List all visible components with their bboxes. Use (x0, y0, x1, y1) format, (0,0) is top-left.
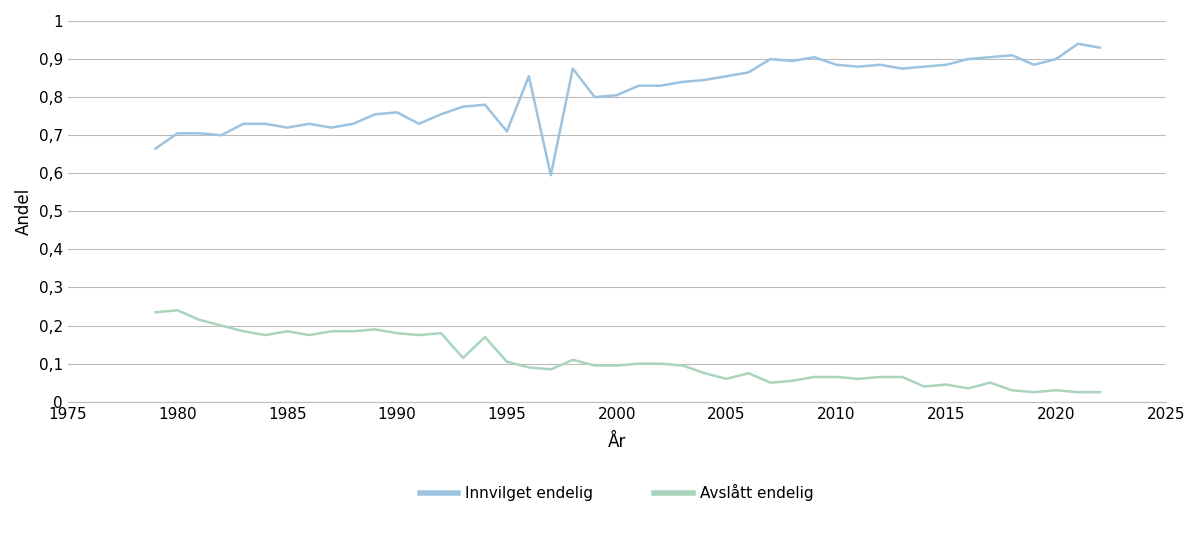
Innvilget endelig (236, 120, 251, 127)
Avslått endelig (1027, 389, 1042, 396)
Avslått endelig (851, 376, 865, 382)
Avslått endelig (983, 380, 997, 386)
Innvilget endelig (938, 61, 953, 68)
Avslått endelig (302, 331, 317, 338)
Innvilget endelig (961, 56, 976, 63)
Innvilget endelig (368, 111, 383, 117)
Avslått endelig (170, 307, 185, 314)
Avslått endelig (412, 331, 426, 338)
Innvilget endelig (808, 54, 822, 60)
Innvilget endelig (676, 79, 690, 86)
Innvilget endelig (742, 69, 756, 76)
Innvilget endelig (258, 120, 272, 127)
Innvilget endelig (917, 63, 931, 70)
Innvilget endelig (1093, 44, 1108, 51)
Innvilget endelig (697, 77, 712, 83)
Avslått endelig (1049, 387, 1063, 394)
Innvilget endelig (654, 82, 668, 89)
Innvilget endelig (390, 109, 404, 116)
Legend: Innvilget endelig, Avslått endelig: Innvilget endelig, Avslått endelig (413, 478, 820, 507)
Innvilget endelig (499, 128, 514, 135)
Innvilget endelig (895, 65, 910, 72)
Innvilget endelig (785, 58, 799, 64)
Innvilget endelig (565, 65, 580, 72)
Avslått endelig (763, 380, 778, 386)
Avslått endelig (368, 326, 383, 333)
Avslått endelig (895, 373, 910, 380)
Innvilget endelig (324, 124, 338, 131)
Avslått endelig (456, 354, 470, 361)
Avslått endelig (346, 328, 360, 335)
Avslått endelig (434, 330, 449, 337)
Innvilget endelig (1027, 61, 1042, 68)
Avslått endelig (544, 366, 558, 373)
X-axis label: År: År (607, 433, 626, 451)
Avslått endelig (522, 364, 536, 371)
Avslått endelig (192, 316, 206, 323)
Y-axis label: Andel: Andel (14, 188, 34, 235)
Avslått endelig (829, 373, 844, 380)
Innvilget endelig (829, 61, 844, 68)
Innvilget endelig (192, 130, 206, 136)
Innvilget endelig (874, 61, 888, 68)
Innvilget endelig (588, 94, 602, 101)
Innvilget endelig (610, 92, 624, 98)
Innvilget endelig (1004, 52, 1019, 59)
Avslått endelig (236, 328, 251, 335)
Avslått endelig (478, 334, 492, 340)
Avslått endelig (1070, 389, 1085, 396)
Avslått endelig (499, 358, 514, 365)
Innvilget endelig (149, 145, 163, 152)
Avslått endelig (961, 385, 976, 392)
Innvilget endelig (983, 54, 997, 60)
Innvilget endelig (631, 82, 646, 89)
Avslått endelig (874, 373, 888, 380)
Avslått endelig (610, 362, 624, 369)
Avslått endelig (742, 370, 756, 377)
Avslått endelig (697, 370, 712, 377)
Avslått endelig (785, 377, 799, 384)
Avslått endelig (631, 360, 646, 367)
Innvilget endelig (302, 120, 317, 127)
Avslått endelig (280, 328, 294, 335)
Line: Avslått endelig: Avslått endelig (156, 310, 1100, 392)
Innvilget endelig (478, 101, 492, 108)
Avslått endelig (917, 383, 931, 390)
Avslått endelig (149, 309, 163, 316)
Innvilget endelig (412, 120, 426, 127)
Avslått endelig (390, 330, 404, 337)
Innvilget endelig (280, 124, 294, 131)
Innvilget endelig (522, 73, 536, 79)
Innvilget endelig (170, 130, 185, 136)
Avslått endelig (938, 381, 953, 388)
Innvilget endelig (434, 111, 449, 117)
Innvilget endelig (1070, 40, 1085, 47)
Innvilget endelig (346, 120, 360, 127)
Innvilget endelig (544, 172, 558, 178)
Avslått endelig (565, 357, 580, 363)
Innvilget endelig (456, 103, 470, 110)
Avslått endelig (1004, 387, 1019, 394)
Avslått endelig (214, 322, 228, 329)
Avslått endelig (324, 328, 338, 335)
Innvilget endelig (719, 73, 733, 79)
Innvilget endelig (214, 132, 228, 139)
Innvilget endelig (1049, 56, 1063, 63)
Avslått endelig (808, 373, 822, 380)
Avslått endelig (588, 362, 602, 369)
Avslått endelig (654, 360, 668, 367)
Avslått endelig (258, 331, 272, 338)
Line: Innvilget endelig: Innvilget endelig (156, 44, 1100, 175)
Avslått endelig (676, 362, 690, 369)
Innvilget endelig (763, 56, 778, 63)
Avslått endelig (719, 376, 733, 382)
Innvilget endelig (851, 63, 865, 70)
Avslått endelig (1093, 389, 1108, 396)
